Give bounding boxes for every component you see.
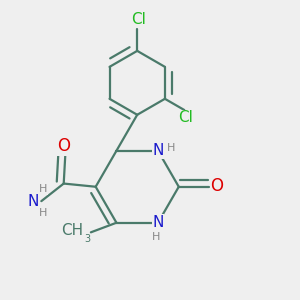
Text: O: O bbox=[57, 137, 70, 155]
Text: H: H bbox=[39, 184, 47, 194]
Text: CH: CH bbox=[61, 223, 83, 238]
Text: 3: 3 bbox=[84, 234, 90, 244]
Text: H: H bbox=[39, 208, 47, 218]
Text: N: N bbox=[28, 194, 39, 208]
Text: H: H bbox=[152, 232, 160, 242]
Text: N: N bbox=[152, 215, 164, 230]
Text: Cl: Cl bbox=[131, 12, 146, 27]
Text: H: H bbox=[167, 143, 176, 153]
Text: Cl: Cl bbox=[178, 110, 193, 125]
Text: N: N bbox=[152, 143, 164, 158]
Text: O: O bbox=[211, 177, 224, 195]
